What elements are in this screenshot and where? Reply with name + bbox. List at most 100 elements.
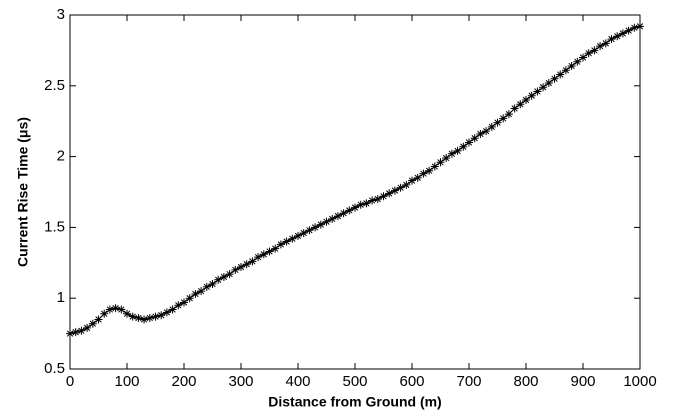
- x-tick-label: 0: [66, 373, 74, 390]
- data-marker: [71, 328, 80, 337]
- data-marker: [573, 57, 582, 66]
- data-marker: [339, 209, 348, 218]
- data-marker: [231, 265, 240, 274]
- data-marker: [613, 32, 622, 41]
- data-marker: [385, 189, 394, 198]
- data-marker: [117, 305, 126, 314]
- data-marker: [362, 199, 371, 208]
- data-marker: [413, 173, 422, 182]
- data-marker: [237, 263, 245, 272]
- data-marker: [311, 223, 320, 232]
- data-marker: [316, 220, 325, 229]
- x-axis-label: Distance from Ground (m): [268, 394, 441, 410]
- data-marker: [630, 23, 639, 32]
- data-marker: [590, 46, 599, 55]
- data-marker: [430, 162, 439, 171]
- data-marker: [436, 158, 445, 167]
- data-marker: [88, 319, 97, 328]
- data-marker: [504, 110, 513, 119]
- data-marker: [482, 127, 491, 136]
- data-marker: [333, 212, 342, 221]
- data-marker: [396, 183, 405, 192]
- data-marker: [561, 66, 570, 75]
- data-marker: [214, 275, 223, 284]
- data-marker: [544, 78, 553, 87]
- data-marker: [487, 122, 496, 131]
- data-marker: [254, 253, 263, 262]
- data-marker: [351, 203, 359, 212]
- x-tick-label: 300: [228, 373, 253, 390]
- data-marker: [345, 206, 354, 215]
- data-marker: [202, 282, 211, 291]
- data-marker: [476, 129, 485, 138]
- data-marker: [470, 134, 479, 143]
- data-marker: [601, 39, 610, 48]
- data-marker: [624, 26, 633, 35]
- data-marker: [145, 314, 154, 323]
- data-marker: [425, 166, 434, 175]
- data-marker: [356, 200, 365, 209]
- y-tick-label: 1.5: [44, 218, 65, 235]
- data-marker: [208, 280, 217, 289]
- data-marker: [259, 250, 268, 259]
- x-tick-label: 200: [171, 373, 196, 390]
- data-marker: [579, 53, 587, 62]
- data-marker: [288, 234, 297, 243]
- data-marker: [305, 226, 314, 235]
- data-marker: [276, 240, 285, 249]
- x-tick-label: 1000: [623, 373, 656, 390]
- data-marker: [111, 304, 120, 313]
- y-tick-label: 1: [57, 289, 65, 306]
- data-marker: [128, 312, 137, 321]
- data-marker: [527, 91, 536, 100]
- data-marker: [373, 195, 382, 204]
- data-marker: [151, 312, 160, 321]
- data-marker: [174, 301, 183, 310]
- x-tick-label: 700: [456, 373, 481, 390]
- y-tick-label: 2: [57, 148, 65, 165]
- data-marker: [294, 231, 302, 240]
- data-marker: [499, 114, 508, 123]
- data-marker: [447, 149, 456, 158]
- data-marker: [556, 70, 565, 79]
- data-marker: [584, 49, 593, 58]
- data-marker: [157, 311, 166, 320]
- data-marker: [516, 100, 525, 109]
- data-marker: [225, 270, 234, 279]
- data-marker: [100, 309, 109, 318]
- data-marker: [282, 237, 291, 246]
- data-marker: [567, 61, 576, 70]
- y-tick-label: 2.5: [44, 77, 65, 94]
- x-tick-label: 600: [399, 373, 424, 390]
- data-marker: [185, 294, 194, 303]
- data-marker: [197, 287, 206, 296]
- data-marker: [408, 176, 416, 185]
- x-tick-label: 900: [570, 373, 595, 390]
- data-marker: [219, 272, 228, 281]
- data-marker: [533, 87, 542, 96]
- data-marker: [379, 192, 388, 201]
- data-marker: [66, 329, 74, 338]
- data-marker: [191, 289, 200, 298]
- data-line: [69, 25, 641, 335]
- data-marker: [453, 146, 462, 155]
- data-marker: [636, 22, 644, 31]
- data-marker: [265, 247, 274, 256]
- data-marker: [140, 315, 149, 324]
- data-marker: [94, 315, 103, 324]
- data-marker: [77, 326, 86, 335]
- x-tick-label: 100: [114, 373, 139, 390]
- y-tick-label: 3: [57, 6, 65, 23]
- data-marker: [299, 229, 308, 238]
- data-marker: [618, 29, 627, 38]
- data-marker: [465, 138, 473, 147]
- data-marker: [596, 42, 605, 51]
- data-marker: [493, 118, 502, 127]
- data-marker: [83, 323, 92, 332]
- data-marker: [168, 305, 177, 314]
- data-marker: [134, 314, 143, 323]
- data-marker: [368, 196, 377, 205]
- x-tick-label: 800: [513, 373, 538, 390]
- data-marker: [322, 217, 331, 226]
